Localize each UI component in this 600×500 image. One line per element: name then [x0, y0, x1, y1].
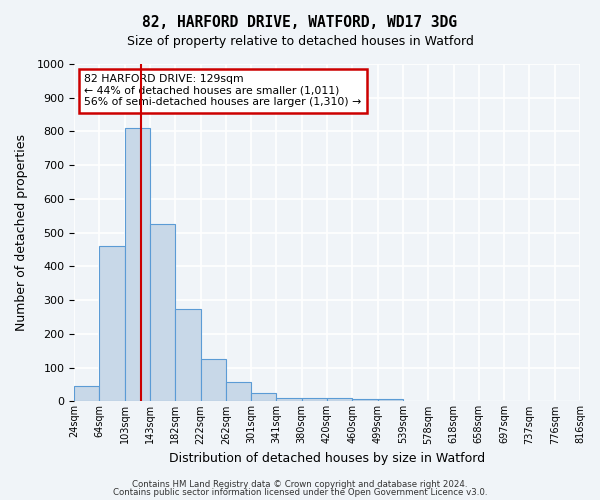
Bar	[125, 128, 150, 402]
Bar	[100, 246, 125, 402]
Text: 82 HARFORD DRIVE: 129sqm
← 44% of detached houses are smaller (1,011)
56% of sem: 82 HARFORD DRIVE: 129sqm ← 44% of detach…	[84, 74, 361, 108]
Bar	[277, 398, 302, 402]
Bar	[352, 398, 377, 402]
Text: Size of property relative to detached houses in Watford: Size of property relative to detached ho…	[127, 35, 473, 48]
Bar	[226, 382, 251, 402]
Text: Contains HM Land Registry data © Crown copyright and database right 2024.: Contains HM Land Registry data © Crown c…	[132, 480, 468, 489]
Bar	[74, 386, 100, 402]
Text: Contains public sector information licensed under the Open Government Licence v3: Contains public sector information licen…	[113, 488, 487, 497]
Bar	[302, 398, 327, 402]
Bar	[377, 398, 403, 402]
Y-axis label: Number of detached properties: Number of detached properties	[15, 134, 28, 331]
Bar	[200, 359, 226, 402]
X-axis label: Distribution of detached houses by size in Watford: Distribution of detached houses by size …	[169, 452, 485, 465]
Text: 82, HARFORD DRIVE, WATFORD, WD17 3DG: 82, HARFORD DRIVE, WATFORD, WD17 3DG	[143, 15, 458, 30]
Bar	[175, 308, 200, 402]
Bar	[251, 393, 277, 402]
Bar	[327, 398, 352, 402]
Bar	[150, 224, 175, 402]
